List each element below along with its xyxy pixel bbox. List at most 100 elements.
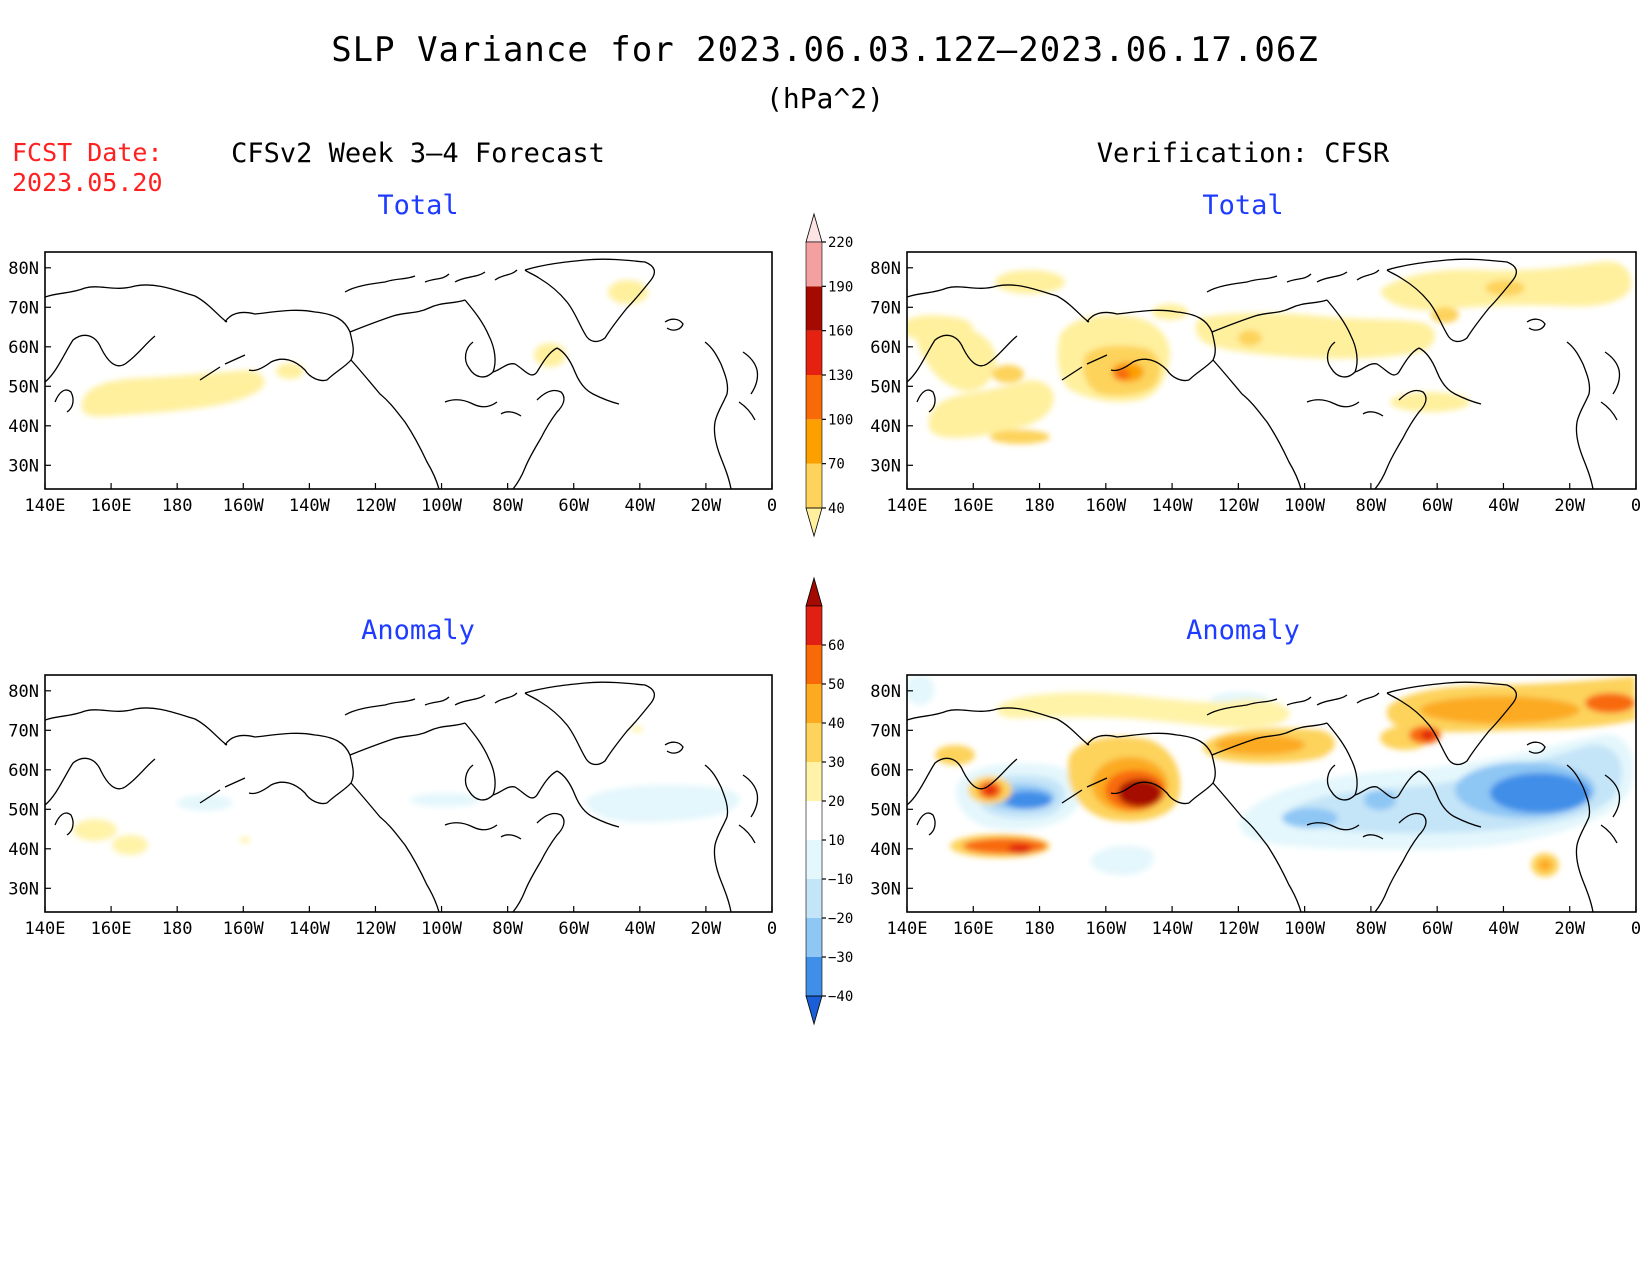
verification-total-shade-greenland-orange [1485,280,1525,296]
verification-total-shade-gulf-core [1114,368,1130,380]
verification-total-ytick-label: 40N [870,417,901,437]
verification-anomaly-ytick-label: 30N [870,879,901,899]
verification-anomaly-xtick-label: 20W [1554,919,1585,939]
forecast-anomaly-shade-neg3 [585,784,740,823]
forecast-anomaly-shade-neg2 [410,793,480,807]
forecast-total-xtick-label: 120W [355,496,397,516]
figure-title: SLP Variance for 2023.06.03.12Z–2023.06.… [331,30,1319,70]
forecast-total-ytick-label: 60N [8,338,39,358]
forecast-total-frame [44,251,773,490]
forecast-total-xtick-label: 140W [289,496,331,516]
fcst-date-label: FCST Date: [12,138,163,167]
anomaly-colorbar-label: 30 [828,755,845,771]
verification-anomaly-ytick-label: 80N [870,682,901,702]
anomaly-colorbar-label: 20 [828,794,845,810]
verification-anomaly-xtick-label: 60W [1422,919,1453,939]
anomaly-colorbar-swatch [806,762,822,801]
anomaly-colorbar-swatch [806,801,822,840]
forecast-anomaly-subtitle: Anomaly [361,615,475,646]
verification-anomaly-shade-pos-arctic-orange [1420,696,1580,724]
total-colorbar-swatch [806,375,822,420]
forecast-anomaly-xtick-label: 140E [25,919,66,939]
verification-total-ytick-label: 30N [870,456,901,476]
total-colorbar-swatch [806,463,822,508]
verification-anomaly-xtick-label: 120W [1218,919,1260,939]
verification-anomaly-shade-neg-mid3 [1364,790,1396,810]
forecast-anomaly-ytick-label: 70N [8,721,39,741]
forecast-header: CFSv2 Week 3–4 Forecast [231,138,605,169]
forecast-anomaly-xtick-label: 80W [492,919,523,939]
forecast-anomaly-xtick-label: 20W [691,919,722,939]
forecast-anomaly-xtick-label: 160E [91,919,132,939]
total-colorbar-label: 220 [828,235,853,251]
verification-anomaly-xtick-label: 0 [1631,919,1641,939]
verification-anomaly-map [906,674,1637,913]
verification-anomaly-ytick-label: 70N [870,721,901,741]
anomaly-colorbar-swatch [806,723,822,762]
verification-anomaly-shade-pos-europe-orange [1538,859,1552,871]
verification-anomaly-shade-pos-gulf-dark [1118,779,1162,807]
forecast-total-xtick-label: 60W [558,496,589,516]
verification-total-ytick-label: 70N [870,298,901,318]
total-colorbar: 40 70 100 130 160 190 220 [805,212,853,538]
verification-anomaly-ytick-label: 60N [870,761,901,781]
verification-total-map [906,251,1637,490]
total-colorbar-label: 100 [828,412,853,428]
forecast-total-xtick-label: 40W [624,496,655,516]
verification-anomaly-ytick-label: 50N [870,800,901,820]
total-colorbar-top-arrow [805,212,823,243]
total-colorbar-swatch [806,286,822,331]
verification-total-subtitle: Total [1202,190,1284,221]
forecast-total-shade-labrador [534,343,566,367]
total-colorbar-label: 70 [828,457,845,473]
anomaly-colorbar-swatch [806,840,822,879]
anomaly-colorbar-label: −30 [828,950,853,966]
forecast-total-xtick-label: 100W [421,496,463,516]
anomaly-colorbar-swatch [806,606,822,645]
verification-total-xtick-label: 160E [953,496,994,516]
forecast-anomaly-ytick-label: 60N [8,761,39,781]
verification-total-xtick-label: 160W [1085,496,1127,516]
anomaly-colorbar-top-arrow [805,576,823,607]
verification-anomaly-shade-neg-pac-strong [1004,791,1052,809]
verification-total-ytick-label: 50N [870,377,901,397]
forecast-anomaly-xtick-label: 180 [162,919,193,939]
forecast-anomaly-ytick-label: 30N [8,879,39,899]
forecast-total-ytick-label: 50N [8,377,39,397]
verification-total-shade-west-pacific [928,380,1054,438]
forecast-total-shade-pacific [81,370,265,417]
total-colorbar-label: 190 [828,279,853,295]
forecast-anomaly-xtick-label: 100W [421,919,463,939]
anomaly-colorbar: −40 −30 −20 −10 10 20 30 40 50 60 [805,576,853,1026]
verification-total-xtick-label: 0 [1631,496,1641,516]
anomaly-colorbar-label: 40 [828,716,845,732]
verification-total-shade-aleutian-orange [992,365,1024,383]
anomaly-colorbar-bottom-arrow [805,995,823,1026]
verification-anomaly-shade-pos-canada-orange [1215,735,1305,755]
verification-anomaly-shade-neg-north [907,675,935,705]
anomaly-colorbar-label: −20 [828,911,853,927]
forecast-anomaly-shade-neg1 [177,795,233,811]
anomaly-colorbar-label: 10 [828,833,845,849]
forecast-anomaly-shade-pos2 [112,835,148,855]
forecast-total-xtick-label: 140E [25,496,66,516]
forecast-total-shade-greenland [608,280,648,304]
forecast-anomaly-xtick-label: 140W [289,919,331,939]
forecast-anomaly-frame [44,674,773,913]
anomaly-colorbar-swatch [806,684,822,723]
forecast-total-ytick-label: 30N [8,456,39,476]
forecast-total-ytick-label: 80N [8,259,39,279]
anomaly-colorbar-label: 60 [828,638,845,654]
forecast-anomaly-xtick-label: 160W [223,919,265,939]
fcst-date-value: 2023.05.20 [12,168,163,197]
forecast-anomaly-shade-pos3 [240,837,250,843]
verification-anomaly-shade-pos-northwest [935,745,975,765]
verification-total-xtick-label: 140W [1152,496,1194,516]
verification-total-xtick-label: 180 [1024,496,1055,516]
verification-total-xtick-label: 40W [1488,496,1519,516]
forecast-total-ytick-label: 40N [8,417,39,437]
verification-total-ytick-label: 80N [870,259,901,279]
forecast-total-map [44,251,773,490]
verification-total-shade-canada-orange [1238,330,1262,346]
